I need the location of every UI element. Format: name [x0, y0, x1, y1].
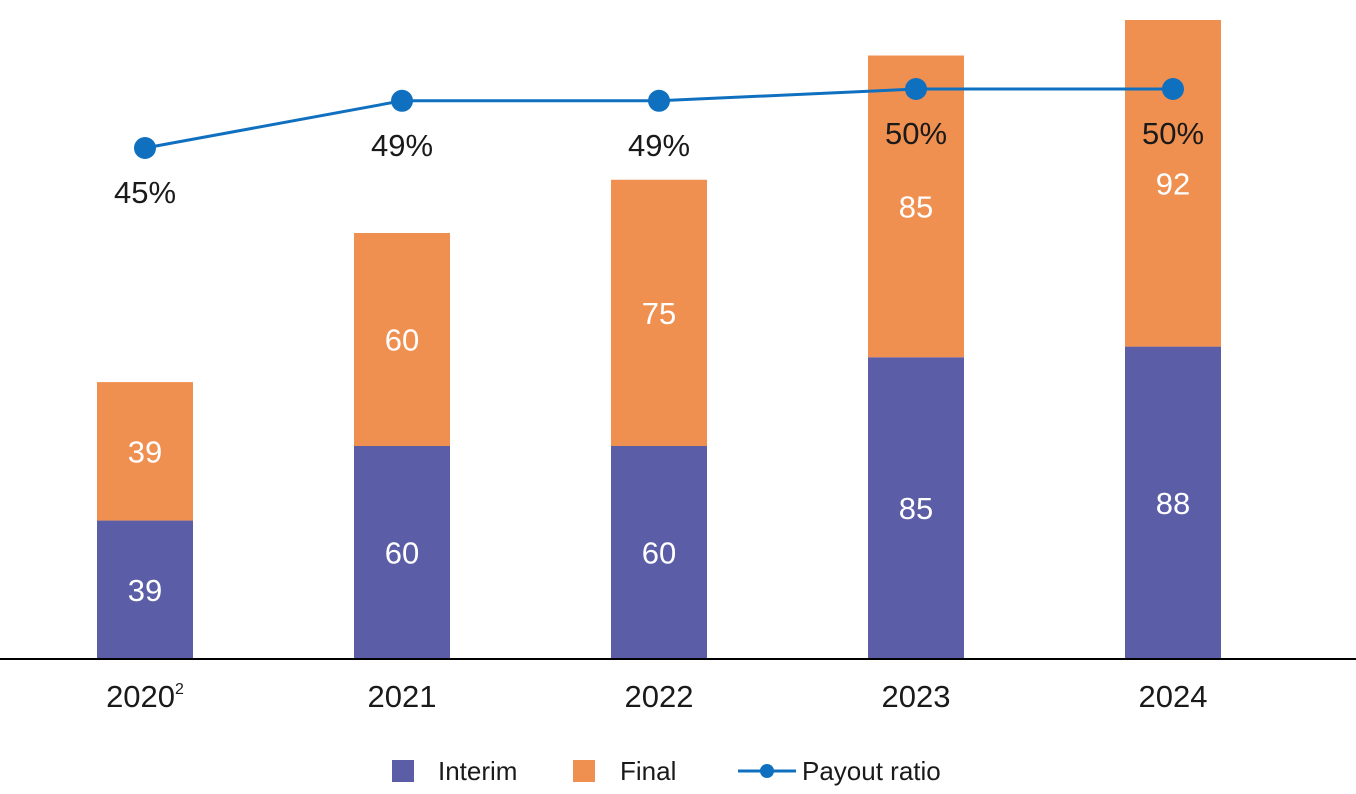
payout-ratio-label: 50%: [1142, 116, 1204, 151]
bars-layer: 39 39 60 60 60 75 85 85 88 92: [97, 20, 1221, 659]
payout-ratio-label: 50%: [885, 116, 947, 151]
bar-value-label: 39: [128, 573, 162, 608]
bar-final-2024: [1125, 20, 1221, 347]
bar-interim-2020: [97, 520, 193, 659]
bar-interim-2023: [868, 357, 964, 659]
bar-value-label: 92: [1156, 166, 1190, 201]
bar-value-label: 60: [385, 323, 419, 358]
x-tick-year: 2020: [106, 679, 175, 714]
x-tick-labels: 20202 2021 2022 2023 2024: [106, 679, 1207, 714]
legend-label-payout-ratio: Payout ratio: [802, 756, 941, 786]
x-tick-label: 2021: [368, 679, 437, 714]
x-tick-year: 2021: [368, 679, 437, 714]
legend-swatch-payout-ratio-dot: [760, 764, 774, 778]
bar-value-label: 85: [899, 189, 933, 224]
x-tick-label: 20202: [106, 679, 184, 714]
bar-value-label: 60: [385, 536, 419, 571]
payout-ratio-label: 45%: [114, 175, 176, 210]
bar-final-2020: [97, 382, 193, 521]
bar-value-label: 60: [642, 536, 676, 571]
payout-ratio-point: [648, 89, 670, 112]
bar-value-label: 39: [128, 434, 162, 469]
payout-ratio-point: [134, 137, 156, 159]
bar-value-label: 88: [1156, 486, 1190, 521]
x-tick-year: 2024: [1139, 679, 1208, 714]
x-tick-label: 2023: [882, 679, 951, 714]
bar-final-2022: [611, 179, 707, 446]
bar-final-2021: [354, 233, 450, 446]
legend-swatch-interim: [392, 760, 414, 782]
payout-ratio-point: [1162, 78, 1184, 100]
bar-interim-2021: [354, 446, 450, 659]
bar-value-label: 75: [642, 296, 676, 331]
payout-ratio-point: [391, 89, 413, 112]
legend-label-interim: Interim: [438, 756, 517, 786]
payout-ratio-point: [905, 78, 927, 100]
bar-interim-2024: [1125, 346, 1221, 659]
payout-ratio-label: 49%: [628, 128, 690, 163]
x-tick-label: 2022: [625, 679, 694, 714]
bar-value-label: 85: [899, 491, 933, 526]
x-tick-year: 2022: [625, 679, 694, 714]
bar-final-2023: [868, 55, 964, 358]
legend-label-final: Final: [620, 756, 676, 786]
payout-ratio-line-layer: 45% 49% 49% 50% 50%: [114, 78, 1204, 210]
legend: Interim Final Payout ratio: [392, 756, 941, 786]
x-tick-label: 2024: [1139, 679, 1208, 714]
payout-ratio-label: 49%: [371, 128, 433, 163]
legend-swatch-final: [573, 760, 595, 782]
x-tick-year: 2023: [882, 679, 951, 714]
x-tick-footnote: 2: [175, 681, 184, 698]
bar-interim-2022: [611, 446, 707, 659]
